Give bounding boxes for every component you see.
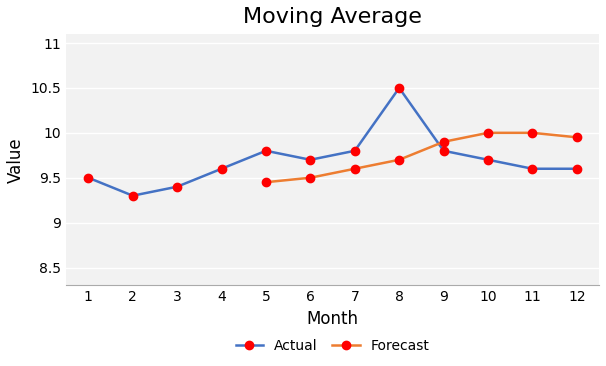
Actual [351,149,358,153]
Y-axis label: Value: Value [7,137,25,183]
Forecast [484,131,491,135]
Forecast [307,176,314,180]
X-axis label: Month: Month [307,310,359,328]
Line: Actual: Actual [84,84,581,200]
Forecast [351,167,358,171]
Actual [396,86,403,90]
Forecast [396,158,403,162]
Actual [129,194,136,198]
Actual [307,158,314,162]
Actual [573,167,581,171]
Actual [173,184,181,189]
Forecast [262,180,270,184]
Forecast [573,135,581,139]
Line: Forecast: Forecast [262,129,581,186]
Title: Moving Average: Moving Average [243,7,422,27]
Legend: Actual, Forecast: Actual, Forecast [230,334,435,359]
Actual [262,149,270,153]
Forecast [529,131,536,135]
Actual [440,149,447,153]
Forecast [440,139,447,144]
Actual [529,167,536,171]
Actual [484,158,491,162]
Actual [218,167,225,171]
Actual [85,176,92,180]
